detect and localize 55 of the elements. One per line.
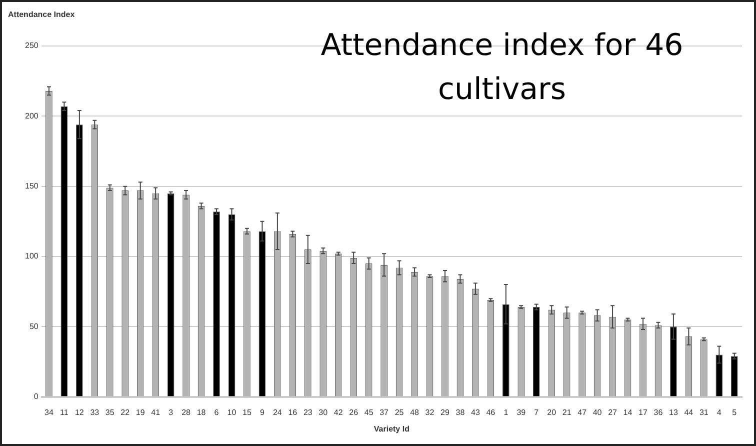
x-tick-label: 28 [182,408,192,417]
x-tick-label: 17 [638,408,648,417]
x-tick-label: 36 [654,408,664,417]
x-tick-label: 19 [136,408,146,417]
x-tick-label: 6 [214,408,220,417]
x-tick-label: 30 [318,408,328,417]
x-tick-label: 20 [547,408,557,417]
y-tick-label: 150 [24,182,39,191]
x-tick-label: 23 [303,408,313,417]
x-tick-label: 41 [151,408,161,417]
x-tick-label: 48 [410,408,420,417]
x-tick-label: 40 [592,408,602,417]
x-tick-label: 4 [716,408,722,417]
y-tick-label: 50 [29,322,39,331]
y-tick-label: 0 [34,392,39,402]
x-tick-label: 44 [684,408,694,417]
x-tick-label: 38 [456,408,466,417]
x-tick-label: 33 [90,408,100,417]
x-tick-label: 27 [608,408,618,417]
y-tick-label: 100 [24,252,39,261]
x-tick-label: 9 [260,408,265,417]
x-tick-label: 11 [60,408,69,417]
x-tick-label: 1 [504,408,509,417]
x-tick-label: 31 [699,408,709,417]
x-tick-label: 16 [288,408,298,417]
x-tick-label: 25 [394,408,404,417]
x-tick-label: 39 [516,408,526,417]
x-tick-label: 47 [578,408,588,417]
x-tick-label: 46 [486,408,496,417]
x-tick-label: 21 [562,408,572,417]
y-axis-title: Attendance Index [8,10,75,19]
x-tick-label: 24 [272,408,282,417]
x-tick-label: 26 [349,408,359,417]
x-tick-label: 22 [120,408,130,417]
x-tick-label: 5 [732,408,738,417]
x-tick-label: 34 [44,408,54,417]
x-tick-label: 43 [470,408,480,417]
x-tick-label: 45 [364,408,374,417]
x-tick-label: 12 [74,408,84,417]
x-tick-label: 7 [534,408,540,417]
x-tick-label: 42 [334,408,344,417]
y-tick-label: 250 [24,41,39,50]
x-tick-label: 15 [242,408,252,417]
y-tick-label: 200 [24,111,39,120]
x-tick-label: 14 [623,408,633,417]
x-tick-label: 13 [669,408,678,417]
x-axis-title: Variety Id [374,424,410,434]
x-tick-label: 3 [168,408,174,417]
chart-title: Attendance index for 46 cultivars [320,27,684,109]
x-tick-label: 35 [105,408,115,417]
x-tick-label: 32 [425,408,435,417]
x-tick-label: 18 [196,408,206,417]
x-tick-label: 37 [380,408,390,417]
x-tick-label: 29 [440,408,450,417]
x-tick-label: 10 [227,408,237,417]
